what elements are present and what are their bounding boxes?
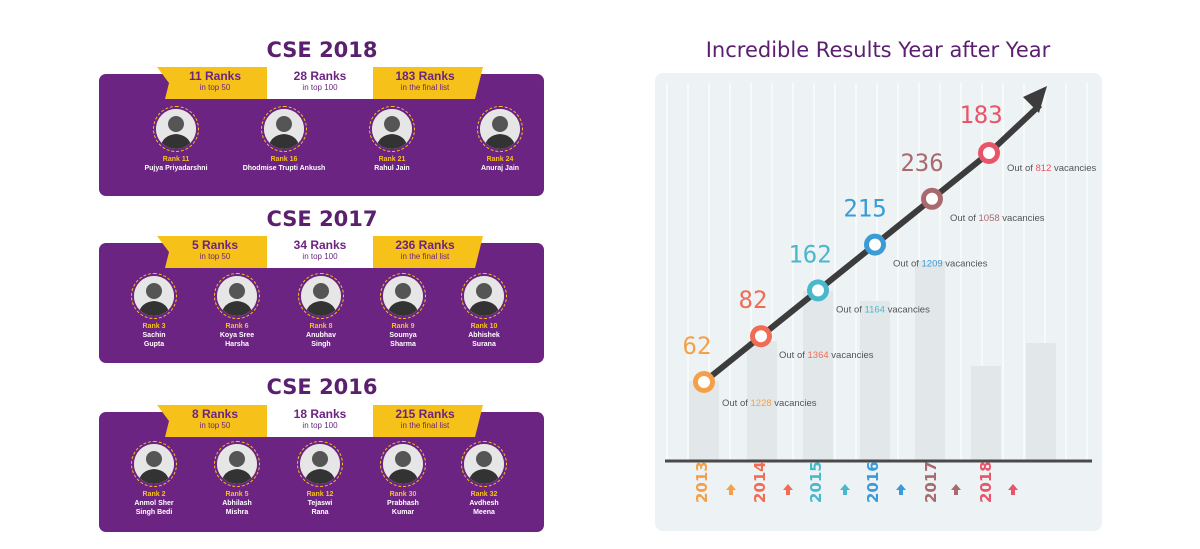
avatar — [298, 273, 344, 319]
topper-card: Rank 30 Prabhash Kumar — [348, 441, 458, 517]
year-label: 2013 — [693, 461, 711, 503]
value-label: 183 — [959, 101, 1002, 129]
year-label: 2017 — [922, 461, 940, 503]
topper-card: Rank 16 Dhodmise Trupti Ankush — [229, 106, 339, 173]
topper-card: Rank 9 Soumya Sharma — [348, 273, 458, 349]
avatar — [380, 441, 426, 487]
topper-card: Rank 3 Sachin Gupta — [99, 273, 209, 349]
avatar — [297, 441, 343, 487]
cse-2016-card: 8 Ranks in top 50 18 Ranks in top 100 215 … — [99, 405, 544, 532]
data-point-center — [983, 147, 995, 159]
stats-ribbon: 8 Ranks in top 50 18 Ranks in top 100 215 … — [157, 405, 483, 437]
avatar — [461, 273, 507, 319]
year-label: 2014 — [751, 461, 769, 503]
value-label: 215 — [843, 195, 886, 223]
bg-bar — [915, 261, 945, 461]
topper-card: Rank 8 Anubhav Singh — [266, 273, 376, 349]
cse-2018-title: CSE 2018 — [266, 38, 378, 62]
topper-card: Rank 21 Rahul Jain — [337, 106, 447, 173]
topper-card: Rank 32 Avdhesh Meena — [429, 441, 539, 517]
stat-top50: 5 Ranks in top 50 — [191, 238, 239, 261]
avatar — [131, 273, 177, 319]
data-point-center — [926, 192, 938, 205]
data-point-center — [755, 330, 767, 343]
avatar — [131, 441, 177, 487]
up-arrow-icon — [840, 484, 850, 495]
results-chart: 62 Out of 1228 vacancies 82 Out of 1364 vac… — [665, 83, 1097, 503]
up-arrow-icon — [726, 484, 736, 495]
avatar — [261, 106, 307, 152]
data-point-center — [869, 238, 881, 251]
topper-card: Rank 5 Abhilash Mishra — [182, 441, 292, 517]
cse-2016-title: CSE 2016 — [266, 375, 378, 399]
up-arrow-icon — [896, 484, 906, 495]
avatar — [461, 441, 507, 487]
chart-title: Incredible Results Year after Year — [705, 38, 1051, 62]
avatar — [153, 106, 199, 152]
bg-bar — [747, 341, 777, 461]
cse-2017-card: 5 Ranks in top 50 34 Ranks in top 100 236 … — [99, 236, 544, 363]
bg-bar — [689, 381, 719, 461]
up-arrow-icon — [783, 484, 793, 495]
value-label: 162 — [788, 240, 831, 268]
cse-2017-title: CSE 2017 — [266, 207, 378, 231]
vacancy-label: Out of 1209 vacancies — [893, 259, 988, 270]
vacancy-label: Out of 1058 vacancies — [950, 213, 1045, 224]
stat-top100: 28 Ranks in top 100 — [293, 69, 347, 92]
topper-card: Rank 12 Tejaswi Rana — [265, 441, 375, 517]
topper-card: Rank 11 Pujya Priyadarshni — [121, 106, 231, 173]
vacancy-label: Out of 812 vacancies — [1007, 163, 1097, 174]
vacancy-label: Out of 1364 vacancies — [779, 350, 874, 361]
avatar — [214, 441, 260, 487]
data-point-center — [698, 376, 710, 388]
data-point-center — [812, 284, 824, 297]
topper-card: Rank 24 Anuraj Jain — [445, 106, 555, 173]
stat-final-list: 215 Ranks in the final list — [395, 407, 455, 430]
trend-arrow — [1023, 86, 1047, 113]
topper-card: Rank 2 Anmol Sher Singh Bedi — [99, 441, 209, 517]
avatar — [214, 273, 260, 319]
year-label: 2018 — [977, 461, 995, 503]
vacancy-label: Out of 1228 vacancies — [722, 398, 817, 409]
stat-top50: 8 Ranks in top 50 — [191, 407, 239, 430]
vacancy-label: Out of 1164 vacancies — [836, 304, 930, 315]
stat-top100: 18 Ranks in top 100 — [293, 407, 347, 430]
topper-card: Rank 10 Abhishek Surana — [429, 273, 539, 349]
avatar — [477, 106, 523, 152]
stat-final-list: 183 Ranks in the final list — [395, 69, 455, 92]
bg-bar — [860, 301, 890, 461]
stat-top100: 34 Ranks in top 100 — [293, 238, 347, 261]
topper-card: Rank 6 Koya Sree Harsha — [182, 273, 292, 349]
stats-ribbon: 11 Ranks in top 50 28 Ranks in top 100 183… — [157, 67, 483, 99]
year-label: 2015 — [807, 461, 825, 503]
cse-2018-card: 11 Ranks in top 50 28 Ranks in top 100 183… — [99, 67, 544, 196]
avatar — [380, 273, 426, 319]
stat-final-list: 236 Ranks in the final list — [395, 238, 455, 261]
up-arrow-icon — [951, 484, 961, 495]
stats-ribbon: 5 Ranks in top 50 34 Ranks in top 100 236 … — [157, 236, 483, 268]
bg-bar — [1026, 343, 1056, 461]
avatar — [369, 106, 415, 152]
value-label: 62 — [683, 332, 712, 360]
bg-bar — [971, 366, 1001, 461]
bg-bar — [803, 291, 833, 461]
up-arrow-icon — [1008, 484, 1018, 495]
value-label: 82 — [739, 286, 768, 314]
year-label: 2016 — [864, 461, 882, 503]
stat-top50: 11 Ranks in top 50 — [188, 69, 242, 92]
value-label: 236 — [900, 149, 943, 177]
